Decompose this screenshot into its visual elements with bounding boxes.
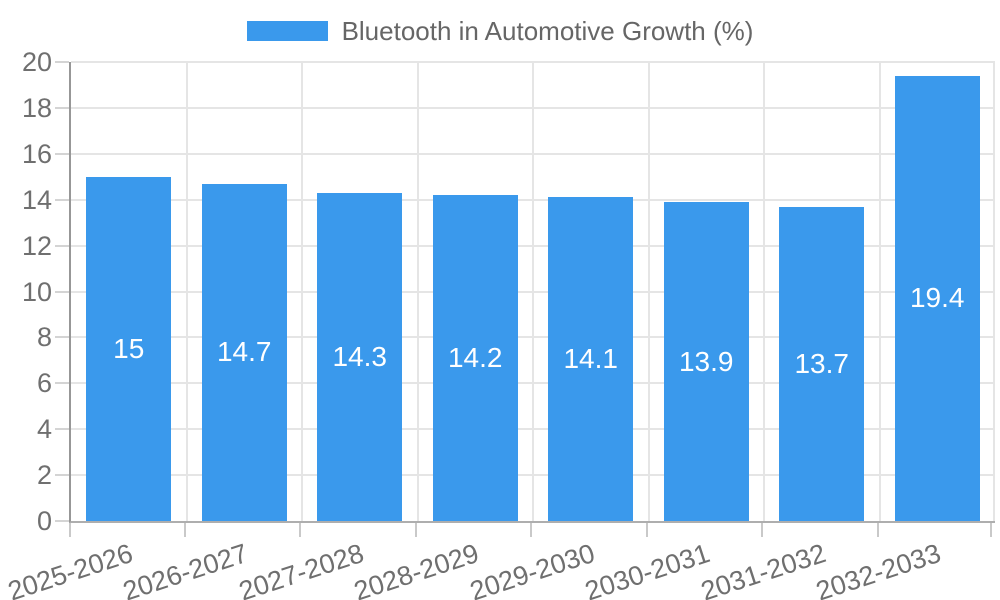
bar-value-label: 14.2 xyxy=(447,342,503,374)
bar[interactable]: 14.2 xyxy=(432,195,518,521)
bar[interactable]: 15 xyxy=(86,176,172,521)
bar[interactable]: 13.7 xyxy=(779,206,865,521)
bar[interactable]: 14.3 xyxy=(317,192,403,521)
x-tick-mark xyxy=(645,523,648,537)
y-tick-label: 20 xyxy=(21,47,52,77)
v-gridline xyxy=(185,62,188,521)
y-tick-label: 10 xyxy=(21,276,52,307)
bar-value-label: 14.7 xyxy=(216,336,272,368)
v-gridline xyxy=(763,62,765,521)
y-tick-label: 6 xyxy=(36,368,52,399)
bar-value-label: 13.7 xyxy=(794,347,849,379)
v-gridline xyxy=(301,62,303,521)
y-tick-label: 4 xyxy=(36,414,52,445)
bar-value-label: 19.4 xyxy=(909,282,965,314)
y-tick-mark xyxy=(55,198,69,201)
y-tick-label: 18 xyxy=(21,92,52,123)
v-gridline xyxy=(993,62,995,521)
y-tick-mark xyxy=(55,336,69,339)
x-tick-mark xyxy=(990,523,992,537)
x-tick-mark xyxy=(761,523,763,537)
x-tick-label: 2032-2033 xyxy=(812,538,945,600)
x-tick-mark xyxy=(69,523,71,537)
v-gridline xyxy=(532,62,534,521)
bar[interactable]: 14.1 xyxy=(548,197,634,521)
v-gridline xyxy=(878,62,881,521)
x-tick-mark xyxy=(530,523,532,537)
y-tick-label: 8 xyxy=(36,322,52,353)
v-gridline xyxy=(416,62,419,521)
x-tick-label: 2028-2029 xyxy=(350,538,483,600)
y-tick-mark xyxy=(55,474,69,477)
bar[interactable]: 19.4 xyxy=(894,75,980,521)
x-tick-label: 2030-2031 xyxy=(581,538,714,600)
bar-value-label: 14.1 xyxy=(563,343,618,375)
bar-value-label: 13.9 xyxy=(678,345,734,377)
x-axis-ticks xyxy=(69,523,993,539)
y-axis: 0 2 4 6 8 10 12 14 16 18 20 xyxy=(0,48,69,535)
x-axis-labels: 2025-2026 2026-2027 2027-2028 2028-2029 2029… xyxy=(4,521,993,600)
bar-value-label: 15 xyxy=(113,332,145,364)
v-gridline xyxy=(647,62,650,521)
y-tick-mark xyxy=(55,290,69,293)
y-tick-label: 0 xyxy=(36,506,52,536)
y-tick-label: 16 xyxy=(21,138,52,169)
x-tick-label: 2031-2032 xyxy=(696,538,830,600)
x-tick-mark xyxy=(183,523,186,537)
legend-swatch-icon xyxy=(246,21,328,41)
y-tick-mark xyxy=(55,152,69,155)
x-tick-mark xyxy=(414,523,417,537)
x-tick-label: 2027-2028 xyxy=(234,538,368,600)
x-tick-label: 2029-2030 xyxy=(465,538,599,600)
x-tick-label: 2026-2027 xyxy=(119,538,252,600)
plot-area: 15 14.7 14.3 14.2 14.1 13.9 13.7 19.4 xyxy=(69,61,995,523)
legend-label: Bluetooth in Automotive Growth (%) xyxy=(341,16,754,46)
bar[interactable]: 14.7 xyxy=(201,183,287,521)
x-tick-label: 2025-2026 xyxy=(3,538,137,600)
x-tick-mark xyxy=(299,523,301,537)
legend-item[interactable]: Bluetooth in Automotive Growth (%) xyxy=(0,16,1000,46)
y-tick-label: 14 xyxy=(21,184,52,215)
y-tick-mark xyxy=(55,244,69,247)
y-tick-mark xyxy=(55,428,69,431)
bar-value-label: 14.3 xyxy=(332,340,387,372)
bar[interactable]: 13.9 xyxy=(663,202,749,521)
y-tick-mark xyxy=(55,520,69,522)
y-tick-label: 2 xyxy=(36,460,52,491)
y-tick-label: 12 xyxy=(21,230,52,261)
y-tick-mark xyxy=(55,106,69,109)
y-tick-mark xyxy=(55,382,69,385)
y-tick-mark xyxy=(55,61,69,63)
x-tick-mark xyxy=(876,523,879,537)
